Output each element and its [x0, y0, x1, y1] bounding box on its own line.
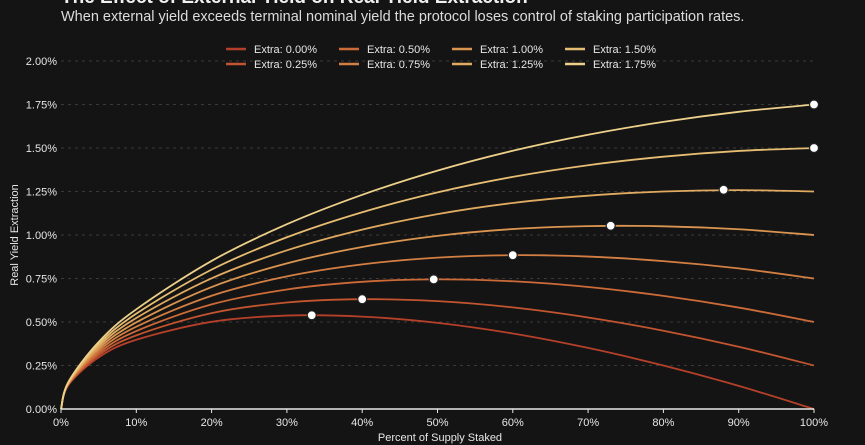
chart-title: The Effect of External Yield on Real Yie… — [61, 0, 528, 9]
peak-markers — [306, 99, 820, 321]
x-tick-label: 20% — [201, 417, 223, 429]
legend-label: Extra: 0.25% — [254, 59, 317, 71]
y-tick-label: 1.50% — [26, 143, 57, 155]
legend-label: Extra: 0.00% — [254, 44, 317, 56]
x-tick-label: 60% — [502, 417, 524, 429]
peak-marker — [428, 274, 439, 285]
x-tick-label: 0% — [53, 417, 69, 429]
chart-subtitle: When external yield exceeds terminal nom… — [61, 9, 745, 25]
legend-label: Extra: 0.75% — [367, 59, 430, 71]
y-tick-label: 0.75% — [26, 274, 57, 286]
x-axis-ticks: 0% 10% 20% 30% 40% 50% 60% 70% 80% 90% 100% — [53, 409, 828, 429]
x-tick-label: 50% — [426, 417, 448, 429]
y-tick-label: 1.75% — [26, 100, 57, 112]
series-line — [60, 224, 815, 410]
y-tick-label: 0.00% — [26, 404, 57, 416]
x-tick-label: 10% — [125, 417, 147, 429]
x-tick-label: 40% — [351, 417, 373, 429]
legend: Extra: 0.00% Extra: 0.25% Extra: 0.50% Extr… — [226, 44, 656, 71]
y-axis-label: Real Yield Extraction — [9, 184, 21, 286]
series-lines — [60, 103, 815, 410]
x-tick-label: 30% — [276, 417, 298, 429]
y-tick-label: 0.25% — [26, 361, 57, 373]
x-tick-label: 70% — [577, 417, 599, 429]
y-tick-label: 1.25% — [26, 187, 57, 199]
x-tick-label: 80% — [652, 417, 674, 429]
peak-marker — [718, 184, 729, 195]
peak-marker — [808, 99, 820, 110]
series-line — [60, 278, 815, 410]
peak-marker — [605, 220, 616, 231]
legend-label: Extra: 1.25% — [480, 59, 543, 71]
peak-marker — [306, 310, 317, 321]
peak-marker — [808, 142, 820, 154]
x-axis-label: Percent of Supply Staked — [378, 432, 502, 444]
peak-marker — [507, 250, 518, 261]
legend-label: Extra: 1.75% — [593, 59, 656, 71]
legend-label: Extra: 0.50% — [367, 44, 430, 56]
y-tick-label: 2.00% — [26, 56, 57, 68]
legend-label: Extra: 1.50% — [593, 44, 656, 56]
series-line — [60, 103, 815, 410]
x-tick-label: 90% — [728, 417, 750, 429]
series-line — [60, 314, 815, 410]
peak-marker — [357, 294, 368, 305]
y-tick-label: 1.00% — [26, 230, 57, 242]
series-line — [60, 147, 815, 410]
y-axis-ticks: 0.00% 0.25% 0.50% 0.75% 1.00% 1.25% 1.50% 1.75%… — [26, 56, 57, 416]
series-line — [60, 189, 815, 410]
y-tick-label: 0.50% — [26, 317, 57, 329]
legend-label: Extra: 1.00% — [480, 44, 543, 56]
series-line — [60, 254, 815, 410]
x-tick-label: 100% — [800, 417, 828, 429]
